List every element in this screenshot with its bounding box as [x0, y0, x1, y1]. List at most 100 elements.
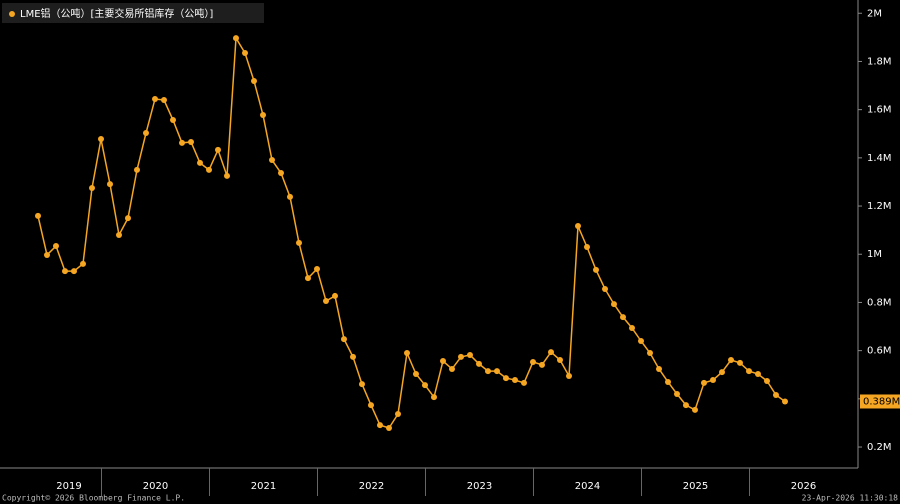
point: [458, 353, 464, 360]
x-tick-label: 2019: [56, 481, 81, 492]
point: [665, 378, 671, 385]
point: [539, 361, 545, 368]
point: [413, 371, 419, 378]
point: [44, 251, 50, 258]
point: [152, 96, 158, 103]
point: [341, 336, 347, 343]
y-tick-label: 1.8M: [867, 56, 892, 67]
point: [611, 301, 617, 308]
point: [395, 411, 401, 418]
point: [710, 377, 716, 384]
copyright: Copyright© 2026 Bloomberg Finance L.P.: [2, 494, 185, 503]
x-tick-label: 2020: [143, 481, 168, 492]
point: [296, 239, 302, 246]
point: [224, 172, 230, 179]
point: [143, 130, 149, 137]
point: [584, 244, 590, 251]
point: [737, 359, 743, 366]
value-label-box: [860, 394, 900, 409]
point: [53, 243, 59, 250]
point: [134, 166, 140, 173]
point: [503, 375, 509, 382]
point: [62, 268, 68, 275]
point: [287, 193, 293, 200]
point: [674, 391, 680, 398]
point: [512, 377, 518, 384]
point: [404, 350, 410, 357]
point: [692, 406, 698, 413]
y-tick-label: 0.6M: [867, 346, 892, 357]
x-tick-label: 2025: [683, 481, 708, 492]
y-tick-label: 1.6M: [867, 105, 892, 116]
legend-label: LME铝（公吨）[主要交易所铝库存（公吨）]: [20, 7, 213, 20]
y-tick-label: 1.2M: [867, 201, 892, 212]
point: [377, 422, 383, 429]
point: [179, 139, 185, 146]
point: [602, 285, 608, 292]
point: [647, 350, 653, 357]
y-tick-label: 1M: [867, 249, 882, 260]
point: [656, 365, 662, 372]
point: [593, 266, 599, 273]
point: [521, 379, 527, 386]
point: [566, 372, 572, 379]
timestamp: 23-Apr-2026 11:30:18: [802, 494, 899, 503]
x-tick-label: 2022: [359, 481, 384, 492]
point: [197, 159, 203, 166]
point: [557, 357, 563, 364]
point: [116, 231, 122, 238]
point: [35, 212, 41, 219]
point: [494, 368, 500, 375]
point: [773, 391, 779, 398]
point: [422, 382, 428, 389]
point: [260, 111, 266, 118]
x-tick-label: 2024: [575, 481, 600, 492]
point: [278, 170, 284, 177]
x-tick-label: 2023: [467, 481, 492, 492]
point: [98, 136, 104, 143]
point: [206, 166, 212, 173]
point: [215, 146, 221, 153]
point: [71, 268, 77, 275]
point: [746, 368, 752, 375]
point: [701, 379, 707, 386]
value-label: 0.389M: [863, 396, 900, 407]
point: [359, 381, 365, 388]
point: [305, 275, 311, 282]
legend-box: [2, 3, 264, 23]
point: [89, 184, 95, 191]
point: [620, 314, 626, 321]
point: [368, 402, 374, 409]
point: [251, 77, 257, 84]
point: [314, 265, 320, 272]
point: [188, 138, 194, 145]
point: [575, 223, 581, 230]
point: [80, 260, 86, 267]
y-tick-label: 0.8M: [867, 297, 892, 308]
point: [332, 292, 338, 299]
y-tick-label: 1.4M: [867, 153, 892, 164]
legend-marker: [9, 11, 15, 17]
y-tick-label: 2M: [867, 8, 882, 19]
point: [269, 157, 275, 164]
point: [233, 35, 239, 42]
y-tick-label: 0.2M: [867, 442, 892, 453]
point: [782, 398, 788, 405]
point: [764, 378, 770, 385]
point: [467, 351, 473, 358]
point: [107, 181, 113, 188]
point: [170, 117, 176, 124]
point: [449, 365, 455, 372]
point: [125, 215, 131, 222]
point: [350, 353, 356, 360]
point: [386, 424, 392, 431]
point: [242, 50, 248, 57]
point: [530, 358, 536, 365]
point: [629, 324, 635, 331]
point: [719, 369, 725, 376]
x-tick-label: 2021: [251, 481, 276, 492]
point: [548, 349, 554, 356]
point: [323, 297, 329, 304]
